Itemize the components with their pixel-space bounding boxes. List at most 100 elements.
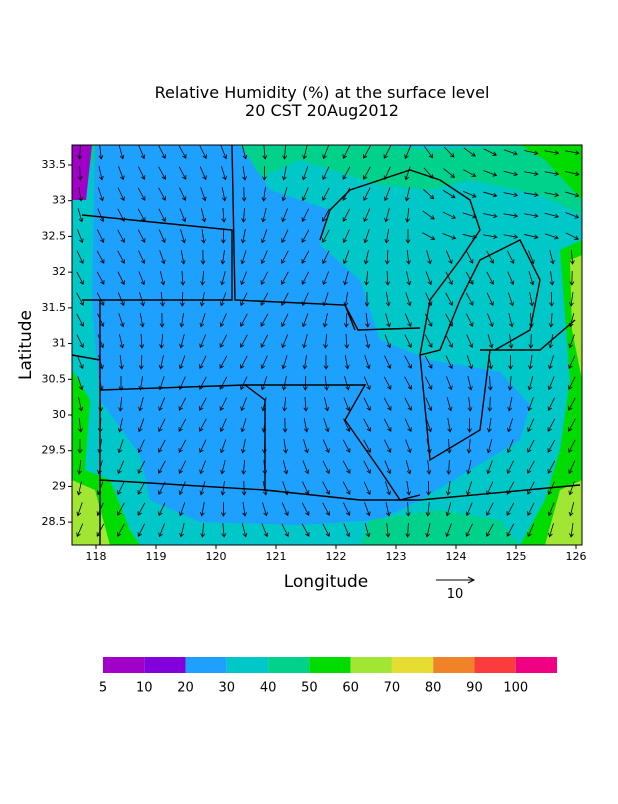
wind-vector [323,333,329,349]
wind-vector [405,439,412,454]
wind-vector [76,250,84,265]
wind-vector [322,502,330,516]
wind-vector [260,355,268,370]
colorbar-box [309,657,351,673]
wind-vector [219,292,227,307]
wind-vector [97,417,103,433]
colorbar-box [226,657,269,673]
wind-vector [301,523,310,537]
wind-vector [549,291,555,307]
wind-vector [487,313,494,328]
wind-vector [117,460,125,475]
wind-vector [527,481,535,495]
wind-vector [178,460,186,474]
wind-vector [178,418,187,432]
colorbar-label: 80 [425,681,442,696]
wind-vector [385,313,391,328]
wind-vector [138,354,144,370]
wind-vector [568,397,576,411]
wind-vector [158,397,166,412]
wind-vector [158,460,166,474]
wind-vector [199,334,207,349]
wind-vector [281,355,288,370]
plot-frame [71,144,583,546]
x-tick-label: 119 [146,550,167,563]
wind-vector [569,270,575,286]
wind-vector [506,502,515,516]
wind-vector [547,439,556,453]
wind-vector [77,376,84,391]
wind-vector [261,187,267,202]
wind-vector [159,250,166,265]
wind-vector [568,376,576,390]
wind-vector [405,292,412,307]
x-tick-label: 125 [506,550,527,563]
subtitle: 20 CST 20Aug2012 [245,101,399,120]
wind-vector [302,481,310,496]
state-borders [72,145,581,545]
colorbar-box [391,657,434,673]
wind-vector [117,502,125,516]
wind-vector [261,208,267,223]
wind-vector [220,271,226,286]
colorbar-box [433,657,475,673]
wind-vector [219,418,227,433]
wind-vector [404,418,412,433]
wind-vector [301,271,310,285]
wind-vector [137,418,145,433]
wind-vector [262,165,267,181]
wind-vector [467,376,473,391]
colorbar-label: 10 [136,681,153,696]
wind-vector [178,481,186,496]
wind-vector [98,166,104,181]
wind-vector [281,523,289,537]
wind-vector [529,292,535,307]
vector-key-label: 10 [447,587,464,602]
wind-vector [487,334,494,349]
wind-vector [487,396,493,412]
wind-vector [384,460,392,475]
wind-vector [363,250,369,265]
field-5 [72,145,92,200]
wind-vector [364,502,371,517]
wind-vector [76,523,84,538]
map [72,145,582,545]
colorbar-box [474,657,516,673]
wind-vector [281,208,288,223]
wind-vector [445,502,452,517]
wind-vector [240,292,248,307]
wind-vector [507,375,513,391]
wind-vector [139,292,145,307]
wind-vector [548,523,554,538]
wind-vector [180,229,186,244]
wind-vector [445,313,453,327]
wind-vector [240,376,248,391]
wind-vector [180,250,186,265]
wind-vector [221,166,227,181]
wind-vector [424,334,433,348]
wind-vector [158,502,166,517]
wind-vector [76,292,84,306]
wind-vector [342,229,350,244]
wind-vector [363,481,371,496]
wind-vector [568,502,575,517]
wind-vector [97,439,103,454]
wind-vector [343,397,351,412]
wind-vector [77,229,84,244]
wind-vector [424,146,434,159]
wind-vector [178,166,187,180]
colorbar-label: 20 [177,681,194,696]
wind-vector [261,397,267,412]
wind-vector [445,250,453,265]
wind-vector [96,250,105,264]
wind-vector [568,481,575,496]
wind-vector [98,145,104,160]
wind-vector [138,250,146,265]
wind-vector [159,333,165,349]
wind-vector [528,271,535,286]
wind-vector [486,271,494,285]
wind-vector [569,523,574,538]
wind-vector [159,271,166,286]
wind-vector [384,334,392,349]
wind-vector [200,249,206,265]
